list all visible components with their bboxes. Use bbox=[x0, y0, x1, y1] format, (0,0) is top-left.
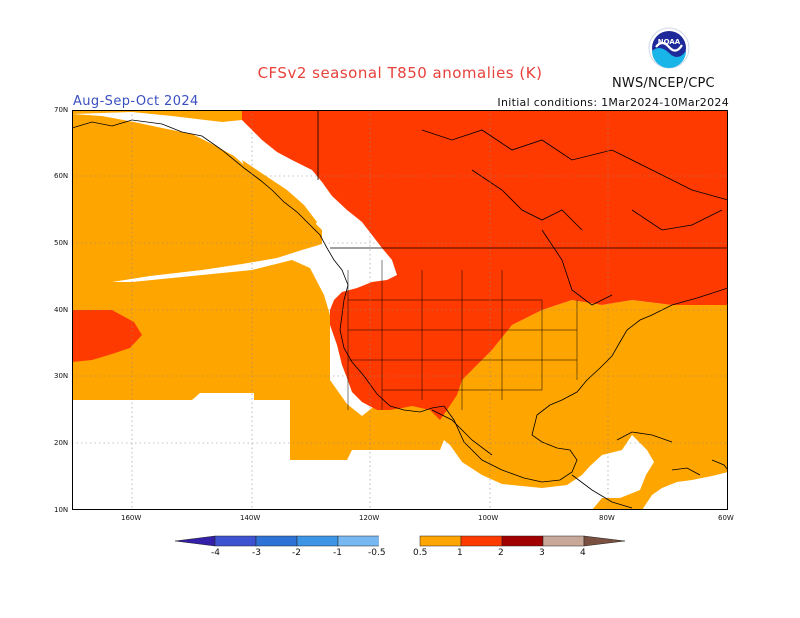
lon-label: 120W bbox=[359, 514, 380, 522]
lon-label: 80W bbox=[599, 514, 615, 522]
colorbar-label: 2 bbox=[498, 548, 504, 558]
lon-label: 140W bbox=[240, 514, 261, 522]
colorbar-label: -2 bbox=[292, 548, 301, 558]
lon-label: 100W bbox=[478, 514, 499, 522]
colorbar-label: -4 bbox=[211, 548, 220, 558]
colorbar-label: 0.5 bbox=[413, 548, 428, 558]
colorbar-swatch bbox=[460, 535, 503, 547]
colorbar-label: 1 bbox=[457, 548, 463, 558]
lat-label: 10N bbox=[54, 506, 69, 514]
map-title: CFSv2 seasonal T850 anomalies (K) bbox=[257, 64, 543, 82]
agency-label: NWS/NCEP/CPC bbox=[612, 76, 715, 91]
lat-label: 20N bbox=[54, 439, 69, 447]
anomaly-map bbox=[72, 110, 728, 510]
colorbar-label: 3 bbox=[539, 548, 545, 558]
anomaly-region-0.5-1 bbox=[72, 110, 728, 510]
graticule bbox=[72, 110, 728, 510]
noaa-logo: NOAA bbox=[648, 27, 690, 69]
colorbar-swatch bbox=[337, 535, 380, 547]
colorbar bbox=[175, 535, 626, 547]
lon-label: 60W bbox=[718, 514, 734, 522]
state-borders bbox=[347, 260, 578, 410]
colorbar-arrow-high bbox=[583, 535, 626, 547]
colorbar-label: 4 bbox=[580, 548, 586, 558]
lat-label: 30N bbox=[54, 372, 69, 380]
coastlines bbox=[72, 110, 728, 509]
lat-label: 70N bbox=[54, 106, 69, 114]
lat-label: 40N bbox=[54, 306, 69, 314]
colorbar-swatch bbox=[255, 535, 298, 547]
colorbar-swatch bbox=[296, 535, 339, 547]
colorbar-swatch bbox=[378, 535, 421, 547]
lon-label: 160W bbox=[121, 514, 142, 522]
noaa-logo-text: NOAA bbox=[658, 38, 681, 46]
colorbar-swatch bbox=[542, 535, 585, 547]
lat-label: 60N bbox=[54, 172, 69, 180]
forecast-period: Aug-Sep-Oct 2024 bbox=[73, 94, 199, 109]
colorbar-arrow-low bbox=[175, 535, 216, 547]
colorbar-swatch bbox=[501, 535, 544, 547]
colorbar-label: -0.5 bbox=[368, 548, 386, 558]
colorbar-label: -3 bbox=[252, 548, 261, 558]
initial-conditions: Initial conditions: 1Mar2024-10Mar2024 bbox=[497, 96, 729, 109]
anomaly-region-1-2 bbox=[72, 110, 728, 420]
lat-label: 50N bbox=[54, 239, 69, 247]
colorbar-swatch bbox=[419, 535, 462, 547]
colorbar-label: -1 bbox=[333, 548, 342, 558]
colorbar-swatch bbox=[214, 535, 257, 547]
